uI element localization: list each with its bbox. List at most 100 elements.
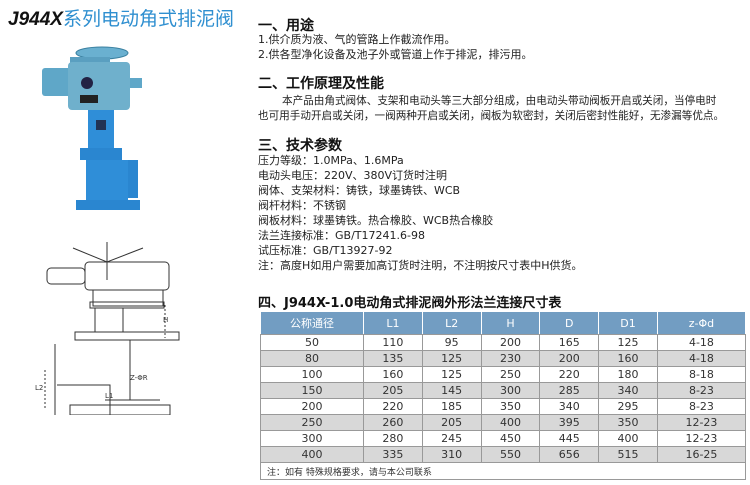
table-cell: 135 (363, 350, 423, 367)
table-cell: 350 (598, 414, 658, 431)
model-number: J944X (8, 9, 63, 30)
section-table-heading: 四、J944X-1.0电动角式排泥阀外形法兰连接尺寸表 (258, 296, 562, 311)
table-cell: 165 (539, 334, 600, 351)
table-cell: 340 (539, 398, 600, 415)
table-cell: 310 (421, 446, 482, 463)
param-line: 电动头电压：220V、380V订货时注明 (258, 169, 448, 182)
table-cell: 250 (480, 366, 541, 383)
param-line: 压力等级：1.0MPa、1.6MPa (258, 154, 404, 167)
table-cell: 340 (598, 382, 658, 399)
table-cell: 110 (363, 334, 423, 351)
table-cell: 145 (421, 382, 482, 399)
column-header: D1 (598, 311, 658, 335)
table-cell: 230 (480, 350, 541, 367)
table-cell: 100 (260, 366, 364, 383)
label-l1: L1 (105, 392, 113, 400)
table-cell: 160 (363, 366, 423, 383)
column-header: L1 (363, 311, 423, 335)
table-row: 200 220 185 350 340 295 8-23 (260, 398, 747, 415)
table-cell: 12-23 (656, 430, 747, 447)
param-line: 试压标准：GB/T13927-92 (258, 244, 393, 257)
table-cell: 200 (260, 398, 364, 415)
table-cell: 150 (260, 382, 364, 399)
table-cell: 285 (539, 382, 600, 399)
table-cell: 160 (598, 350, 658, 367)
table-cell: 295 (598, 398, 658, 415)
table-cell: 395 (539, 414, 600, 431)
table-cell: 656 (539, 446, 600, 463)
table-row: 150 205 145 300 285 340 8-23 (260, 382, 747, 399)
table-cell: 125 (421, 366, 482, 383)
table-row: 250 260 205 400 395 350 12-23 (260, 414, 747, 431)
table-cell: 400 (480, 414, 541, 431)
table-header-row: 公称通径 L1 L2 H D D1 z-Φd (260, 311, 747, 335)
param-line: 阀体、支架材料：铸铁，球墨铸铁、WCB (258, 184, 461, 197)
table-cell: 335 (363, 446, 423, 463)
table-cell: 50 (260, 334, 364, 351)
table-cell: 200 (480, 334, 541, 351)
product-name: 系列电动角式排泥阀 (62, 8, 234, 30)
valve-photo (42, 46, 142, 210)
table-cell: 515 (598, 446, 658, 463)
table-note: 注：如有 特殊规格要求，请与本公司联系 (260, 462, 746, 480)
table-cell: 350 (480, 398, 541, 415)
param-line: 阀杆材料：不锈钢 (258, 199, 346, 212)
table-cell: 250 (260, 414, 364, 431)
table-cell: 280 (363, 430, 423, 447)
table-cell: 220 (539, 366, 600, 383)
table-cell: 400 (260, 446, 364, 463)
table-cell: 220 (363, 398, 423, 415)
column-header: 公称通径 (260, 311, 364, 335)
section-usage-heading: 一、用途 (258, 18, 314, 34)
table-cell: 8-18 (656, 366, 747, 383)
section-params-heading: 三、技术参数 (258, 138, 342, 154)
table-cell: 80 (260, 350, 364, 367)
table-cell: 185 (421, 398, 482, 415)
table-row: 100 160 125 250 220 180 8-18 (260, 366, 747, 383)
table-cell: 300 (480, 382, 541, 399)
table-cell: 550 (480, 446, 541, 463)
table-cell: 260 (363, 414, 423, 431)
table-row: 300 280 245 450 445 400 12-23 (260, 430, 747, 447)
table-cell: 180 (598, 366, 658, 383)
table-row: 80 135 125 230 200 160 4-18 (260, 350, 747, 367)
dimension-table: 公称通径 L1 L2 H D D1 z-Φd 50 110 95 200 165 125 4-18 80 1… (260, 311, 747, 480)
column-header: z-Φd (656, 311, 747, 335)
param-line: 注：高度H如用户需要加高订货时注明，不注明按尺寸表中H供货。 (258, 259, 583, 272)
table-cell: 125 (598, 334, 658, 351)
table-cell: 4-18 (656, 334, 747, 351)
table-cell: 8-23 (656, 398, 747, 415)
column-header: D (539, 311, 600, 335)
param-line: 法兰连接标准：GB/T17241.6-98 (258, 229, 425, 242)
table-cell: 200 (539, 350, 600, 367)
table-row: 400 335 310 550 656 515 16-25 (260, 446, 747, 463)
principle-text: 本产品由角式阀体、支架和电动头等三大部分组成，由电动头带动阀板开启或关闭，当停电… (282, 95, 717, 107)
page-title: J944X系列电动角式排泥阀 (8, 4, 234, 31)
usage-item: 2.供各型净化设备及池子外或管道上作于排泥，排污用。 (258, 48, 533, 61)
dimension-drawing: H L2 L1 Z-ΦR (35, 242, 180, 415)
table-cell: 205 (363, 382, 423, 399)
principle-text: 也可用手动开启或关闭，一阀两种开启或关闭，阀板为软密封，关闭后密封性能好，无渗漏… (258, 110, 725, 122)
table-cell: 4-18 (656, 350, 747, 367)
table-cell: 16-25 (656, 446, 747, 463)
table-cell: 450 (480, 430, 541, 447)
table-cell: 205 (421, 414, 482, 431)
params-list: 压力等级：1.0MPa、1.6MPa 电动头电压：220V、380V订货时注明 … (258, 153, 583, 273)
table-row: 50 110 95 200 165 125 4-18 (260, 334, 747, 351)
table-cell: 95 (421, 334, 482, 351)
table-cell: 125 (421, 350, 482, 367)
column-header: L2 (421, 311, 482, 335)
label-h: H (163, 316, 168, 324)
table-cell: 445 (539, 430, 600, 447)
table-cell: 8-23 (656, 382, 747, 399)
table-cell: 245 (421, 430, 482, 447)
label-l2: L2 (35, 384, 43, 392)
table-cell: 400 (598, 430, 658, 447)
column-header: H (480, 311, 541, 335)
usage-item: 1.供介质为液、气的管路上作截流作用。 (258, 33, 456, 46)
table-cell: 12-23 (656, 414, 747, 431)
param-line: 阀板材料：球墨铸铁。热合橡胶、WCB热合橡胶 (258, 214, 494, 227)
section-principle-heading: 二、工作原理及性能 (258, 76, 384, 92)
label-zr: Z-ΦR (130, 374, 148, 382)
